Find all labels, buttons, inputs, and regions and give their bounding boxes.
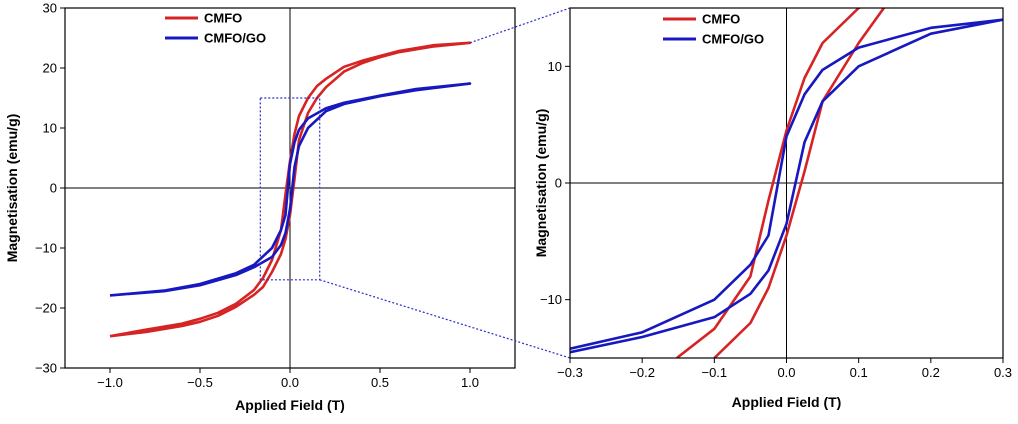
y-axis-label: Magnetisation (emu/g) [4,114,20,263]
zoom-connector-top [469,7,571,44]
x-tick-label: 0.0 [777,365,795,380]
legend-label-cmfo: CMFO [204,11,242,26]
series-line-cmfo [676,8,886,358]
y-tick-label: 0 [555,176,562,191]
x-axis-label: Applied Field (T) [235,397,345,413]
y-tick-label: −20 [35,301,57,316]
legend-label-cmfo_go: CMFO/GO [204,31,266,46]
x-tick-label: −0.5 [187,375,213,390]
x-tick-label: 0.5 [371,375,389,390]
x-tick-label: −0.3 [557,365,583,380]
x-tick-label: −1.0 [97,375,123,390]
y-tick-label: 10 [548,59,562,74]
legend-label-cmfo_go: CMFO/GO [702,32,764,47]
y-tick-label: −30 [35,361,57,376]
y-tick-label: 20 [43,61,57,76]
y-tick-label: 30 [43,1,57,16]
x-tick-label: 0.3 [994,365,1012,380]
zoom-region-box [259,97,321,281]
series-line-cmfo_go [109,82,472,297]
y-axis-label: Magnetisation (emu/g) [533,109,549,258]
x-tick-label: 0.0 [281,375,299,390]
full-range-chart: −1.0 −0.5 0.0 0.5 1.0 −30 −20 −10 0 10 20 30 Applied… [4,1,516,413]
zoom-connector-bottom [319,279,571,359]
x-axis-label: Applied Field (T) [732,394,842,410]
legend-label-cmfo: CMFO [702,12,740,27]
x-tick-label: 0.1 [850,365,868,380]
x-tick-label: 1.0 [461,375,479,390]
series-group [570,8,1003,358]
x-tick-label: −0.2 [629,365,655,380]
zoom-connectors [259,7,571,359]
y-tick-label: 0 [50,181,57,196]
y-tick-label: 10 [43,121,57,136]
x-tick-label: −0.1 [701,365,727,380]
y-tick-label: −10 [35,241,57,256]
x-tick-label: 0.2 [922,365,940,380]
y-tick-label: −10 [540,292,562,307]
series-line-cmfo_go [570,18,1003,354]
zoom-chart: −0.3 −0.2 −0.1 0.0 0.1 0.2 0.3 −10 0 10 Applied Fi… [533,7,1012,410]
